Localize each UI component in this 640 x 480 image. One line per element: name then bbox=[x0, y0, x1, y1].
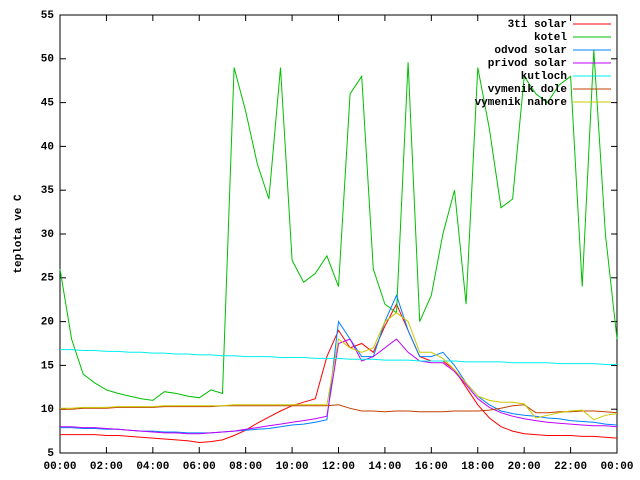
y-tick-label: 30 bbox=[41, 229, 54, 241]
y-tick-label: 35 bbox=[41, 185, 55, 197]
x-tick-label: 00:00 bbox=[600, 461, 633, 473]
y-tick-label: 15 bbox=[41, 360, 55, 372]
y-tick-label: 50 bbox=[41, 54, 54, 66]
data-line bbox=[60, 338, 618, 435]
legend-label: kutloch bbox=[521, 71, 567, 83]
x-tick-label: 08:00 bbox=[229, 461, 262, 473]
data-line bbox=[59, 49, 618, 401]
y-tick-label: 55 bbox=[41, 10, 55, 22]
x-tick-label: 10:00 bbox=[276, 461, 309, 473]
data-line bbox=[60, 404, 618, 414]
data-line bbox=[60, 312, 618, 421]
x-tick-label: 16:00 bbox=[415, 461, 448, 473]
x-tick-label: 02:00 bbox=[90, 461, 123, 473]
legend-label: privod solar bbox=[488, 58, 567, 70]
y-tick-label: 25 bbox=[41, 273, 55, 285]
y-tick-label: 10 bbox=[41, 404, 54, 416]
legend-label: kotel bbox=[534, 32, 567, 44]
x-tick-label: 00:00 bbox=[43, 461, 76, 473]
x-tick-label: 06:00 bbox=[183, 461, 216, 473]
y-tick-label: 5 bbox=[47, 448, 54, 460]
x-tick-label: 22:00 bbox=[554, 461, 587, 473]
x-tick-label: 14:00 bbox=[368, 461, 401, 473]
y-tick-label: 40 bbox=[41, 141, 54, 153]
legend-label: vymenik nahore bbox=[475, 97, 568, 109]
x-tick-label: 12:00 bbox=[322, 461, 355, 473]
y-tick-label: 45 bbox=[41, 98, 55, 110]
x-tick-label: 04:00 bbox=[136, 461, 169, 473]
y-axis-label: teplota ve C bbox=[13, 194, 25, 274]
legend-label: vymenik dole bbox=[488, 84, 568, 96]
y-tick-label: 20 bbox=[41, 317, 54, 329]
data-line bbox=[60, 349, 617, 365]
data-line bbox=[60, 302, 618, 444]
legend-label: odvod solar bbox=[494, 45, 567, 57]
data-line bbox=[60, 293, 618, 434]
x-tick-label: 18:00 bbox=[461, 461, 494, 473]
x-tick-label: 20:00 bbox=[508, 461, 541, 473]
legend-label: 3ti solar bbox=[508, 19, 567, 31]
